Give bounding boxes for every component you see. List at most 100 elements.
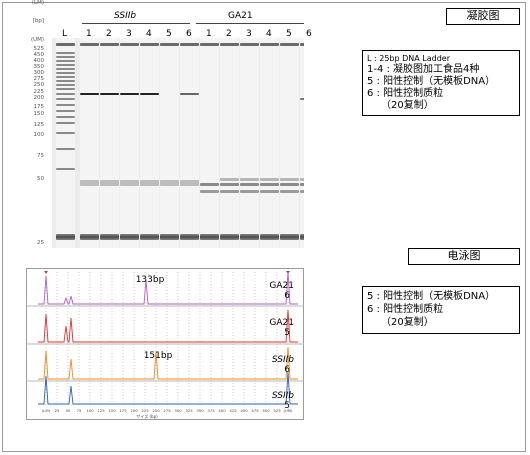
gel-band [56, 68, 75, 70]
gel-legend-line-3: 5 : 阳性控制（无模板DNA） [367, 76, 496, 87]
peak-label-151bp: 151bp [144, 351, 173, 361]
electropherogram: (LM) 25 50 75 100 125 150 175 200 225 250 275 300 325… [26, 268, 304, 420]
trace-label-name: GA21 [269, 318, 294, 328]
gel-band [220, 178, 239, 181]
lane-label: 2 [226, 29, 232, 39]
lane-label: 5 [166, 29, 172, 39]
gel-band [56, 168, 75, 170]
gel-band [140, 180, 159, 186]
group-label-ssiib: SSIIb [114, 11, 137, 21]
size-label: 300 [33, 70, 45, 76]
lane-label: L [62, 29, 68, 39]
gel-band [300, 98, 304, 100]
gel-band [120, 93, 139, 95]
size-label: 525 [33, 46, 45, 52]
gel-band [80, 234, 99, 240]
size-label: [bp] [32, 18, 44, 24]
gel-band [200, 234, 219, 240]
gel-lane [220, 38, 239, 248]
gel-title-box: 凝胶图 [446, 8, 520, 25]
gel-band [260, 183, 279, 186]
gel-band [220, 43, 239, 46]
gel-band [100, 93, 119, 95]
gel-lane [140, 38, 159, 248]
trace-label-sample: 6 [284, 291, 290, 301]
gel-band [80, 43, 99, 46]
x-tick-label: 50 [66, 408, 71, 413]
gel-band [200, 183, 219, 186]
gel-band [240, 178, 259, 181]
size-label: 200 [33, 95, 45, 101]
gel-lane [100, 38, 119, 248]
figure-frame [2, 2, 526, 452]
gel-band [280, 183, 299, 186]
lane-label: 1 [206, 29, 212, 39]
size-label: 125 [33, 122, 45, 128]
x-tick-label: 500 [262, 408, 270, 413]
lane-label: 2 [106, 29, 112, 39]
gel-band [300, 178, 304, 181]
x-tick-label: 475 [251, 408, 259, 413]
gel-band [200, 190, 219, 193]
gel-lane [160, 38, 179, 248]
gel-band [56, 56, 75, 58]
size-label: 350 [33, 64, 45, 70]
lower-marker-icon [44, 271, 48, 274]
gel-band [80, 93, 99, 95]
gel-band [280, 190, 299, 193]
x-tick-label: 150 [108, 408, 116, 413]
gel-band [56, 116, 75, 118]
x-tick-label: 100 [86, 408, 94, 413]
gel-band [56, 76, 75, 78]
x-tick-label: 325 [185, 408, 193, 413]
gel-band [300, 43, 304, 46]
gel-band [56, 110, 75, 112]
size-label: 25 [37, 240, 44, 246]
gel-band [240, 183, 259, 186]
size-label: (UM) [30, 37, 44, 43]
size-label: 400 [33, 58, 45, 64]
x-tick-label: 525 [273, 408, 281, 413]
gel-band [180, 43, 199, 46]
gel-band [56, 52, 75, 54]
x-tick-label: 250 [152, 408, 160, 413]
size-label: (LM) [31, 0, 44, 6]
gel-band [180, 234, 199, 240]
gel-band [56, 60, 75, 62]
gel-lane [180, 38, 199, 248]
x-tick-label: 175 [119, 408, 127, 413]
electro-title-box: 电泳图 [408, 248, 520, 265]
electro-title: 电泳图 [447, 249, 481, 262]
trace-label-name: SSIIb [272, 391, 294, 401]
gel-image [52, 38, 304, 248]
electro-legend-line-2: 6 : 阳性控制质粒 [367, 304, 444, 315]
electro-legend-box: 5 : 阳性控制（无模板DNA） 6 : 阳性控制质粒 （20复制） [362, 286, 520, 334]
gel-legend-box: L : 25bp DNA Ladder 1-4 : 凝胶图加工食品4种 5 : … [362, 50, 520, 116]
gel-band [140, 43, 159, 46]
gel-band [120, 234, 139, 240]
gel-band [240, 43, 259, 46]
gel-band [56, 64, 75, 66]
gel-band [220, 190, 239, 193]
x-tick-label: 125 [97, 408, 105, 413]
size-label: 275 [33, 76, 45, 82]
gel-band [160, 234, 179, 240]
group-label-ga21: GA21 [228, 11, 253, 21]
trace-line [38, 346, 298, 380]
x-tick-label: 400 [218, 408, 226, 413]
gel-band [300, 234, 304, 240]
gel-band [140, 93, 159, 95]
gel-band [260, 234, 279, 240]
lane-label: 3 [246, 29, 252, 39]
x-tick-label: 350 [196, 408, 204, 413]
gel-band [56, 104, 75, 106]
gel-lane [80, 38, 99, 248]
lane-label: 1 [86, 29, 92, 39]
group-line-ssiib [82, 23, 190, 24]
gel-legend-line-4: 6 : 阳性控制质粒 [367, 88, 444, 99]
group-line-ga21 [196, 23, 304, 24]
peak-label-133bp: 133bp [136, 275, 165, 285]
gel-band [160, 43, 179, 46]
size-label: 75 [37, 153, 44, 159]
lane-label: 5 [286, 29, 292, 39]
